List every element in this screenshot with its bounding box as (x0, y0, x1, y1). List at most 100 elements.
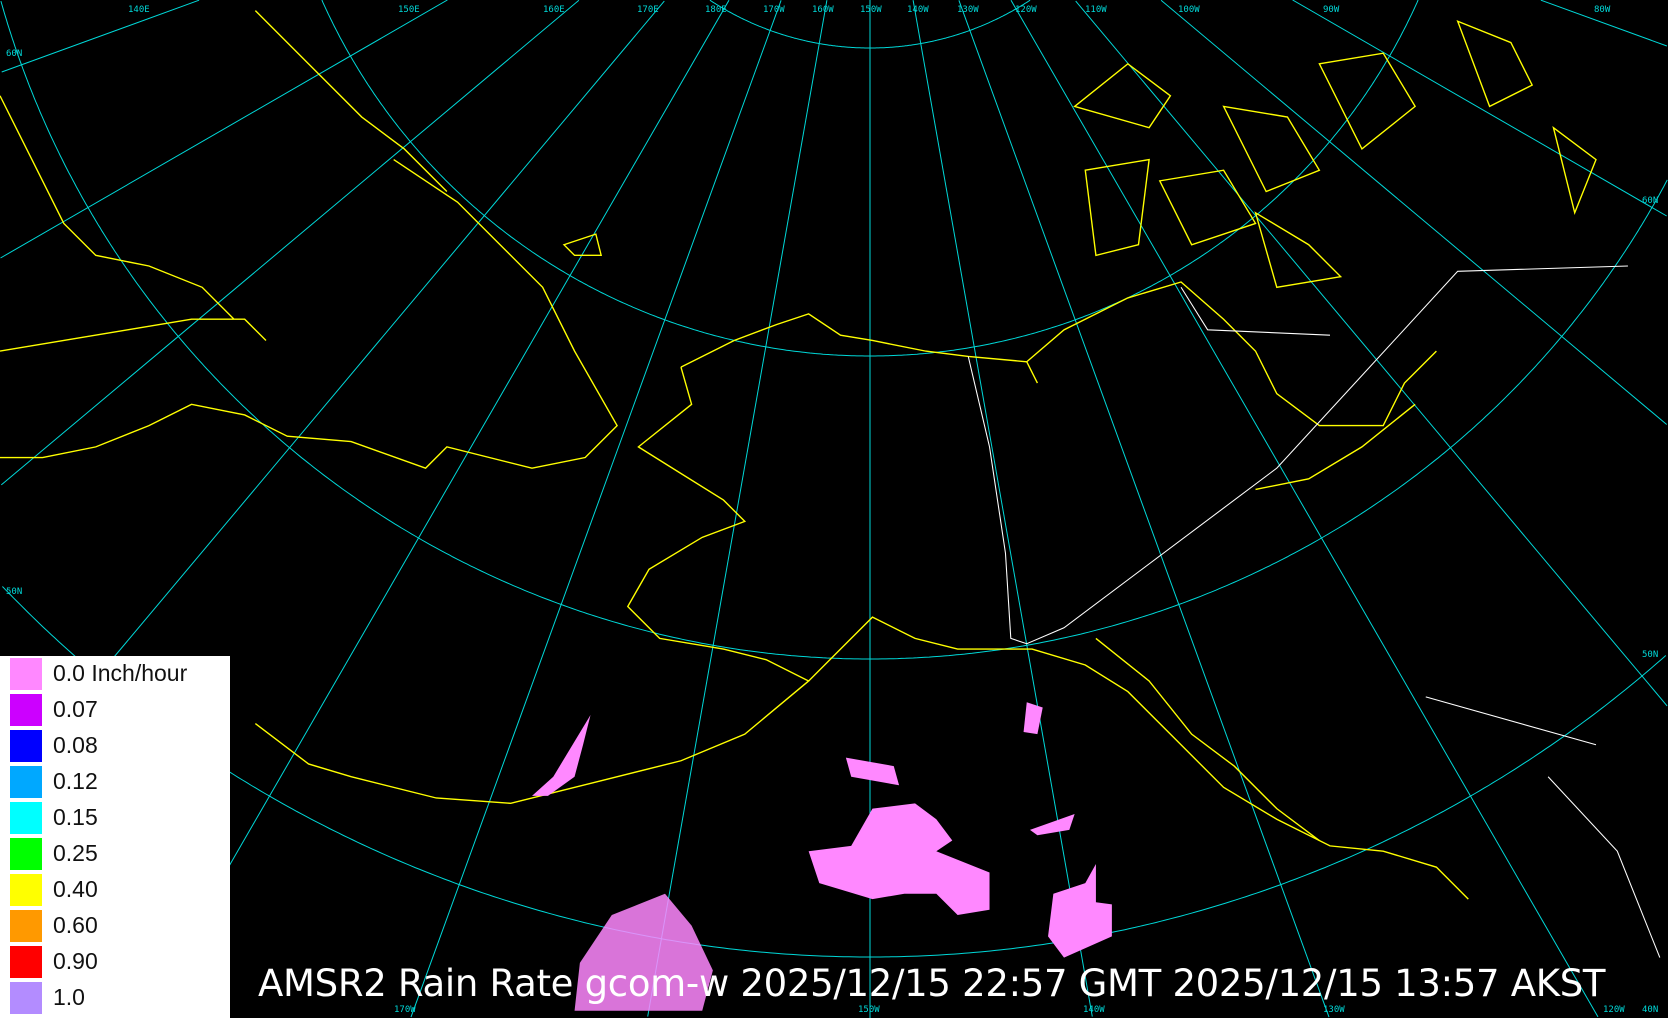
meridian-line (0, 0, 580, 486)
legend-label: 0.60 (53, 912, 98, 938)
grid-label: 180E (705, 5, 727, 15)
rain-area (574, 893, 713, 1011)
legend-item: 0.15 (10, 802, 225, 834)
legend-swatch (10, 802, 42, 834)
legend-item: 0.40 (10, 874, 225, 906)
legend-label: 0.15 (53, 804, 98, 830)
rain-area (845, 757, 900, 786)
latitude-circle (870, 179, 1668, 660)
legend-swatch (10, 946, 42, 978)
legend-swatch (10, 982, 42, 1014)
legend-swatch (10, 658, 42, 690)
meridian-line (1160, 0, 1668, 425)
legend: 0.0 Inch/hour 0.07 0.08 0.12 0.15 0.25 0.40 0.6… (0, 656, 230, 1018)
grid-label: 150E (398, 5, 420, 15)
grid-label: 80W (1594, 5, 1611, 15)
grid-label: 50N (6, 587, 22, 597)
rain-area (808, 803, 990, 916)
bc-coast (1095, 637, 1320, 842)
grid-label: 140E (128, 5, 150, 15)
meridian-line (1010, 0, 1599, 1018)
legend-swatch (10, 910, 42, 942)
grid-label: 170E (637, 5, 659, 15)
grid-label: 160E (543, 5, 565, 15)
grid-label: 150W (860, 5, 882, 15)
grid-label: 120W (1603, 1005, 1625, 1015)
legend-swatch (10, 838, 42, 870)
meridian-line (958, 0, 1330, 1018)
legend-swatch (10, 874, 42, 906)
rain-areas (532, 702, 1112, 1011)
latitude-circle (870, 0, 1031, 49)
legend-item: 0.25 (10, 838, 225, 870)
grid-label: 40N (1642, 1005, 1658, 1015)
island (562, 233, 603, 257)
grid-label: 110W (1085, 5, 1107, 15)
legend-item: 0.08 (10, 730, 225, 762)
legend-swatch (10, 694, 42, 726)
legend-label: 0.40 (53, 876, 98, 902)
legend-label: 0.07 (53, 696, 98, 722)
meridian-line (1, 0, 200, 73)
borders (967, 265, 1661, 958)
latitude-circle (321, 0, 870, 357)
grid-label: 100W (1178, 5, 1200, 15)
grid-label: 150W (858, 1005, 880, 1015)
latitude-circle (709, 0, 870, 49)
arctic-islands (1073, 20, 1597, 289)
map-title: AMSR2 Rain Rate gcom-w 2025/12/15 22:57 … (258, 962, 1606, 1005)
legend-label: 0.25 (53, 840, 98, 866)
grid-label: 60N (6, 49, 22, 59)
latitude-circle (0, 0, 870, 660)
alaska-south-coast (808, 616, 1469, 900)
province-border (1180, 286, 1661, 958)
chukotka-coast (0, 159, 618, 469)
legend-label: 0.12 (53, 768, 98, 794)
legend-item: 0.0 Inch/hour (10, 658, 225, 690)
rain-area (1048, 863, 1112, 958)
rain-area (1029, 813, 1075, 836)
legend-label: 0.0 Inch/hour (53, 660, 188, 686)
grid-label: 140W (907, 5, 929, 15)
latitude-circle (870, 0, 1419, 357)
legend-label: 0.90 (53, 948, 98, 974)
meridian-line (1292, 0, 1667, 217)
legend-swatch (10, 730, 42, 762)
grid-label: 160W (812, 5, 834, 15)
legend-item: 0.07 (10, 694, 225, 726)
grid-label: 170W (763, 5, 785, 15)
grid-label: 130W (957, 5, 979, 15)
alaska-canada-border (967, 265, 1628, 645)
meridian-line (141, 0, 730, 1018)
legend-label: 1.0 (53, 984, 85, 1010)
grid-label: 140W (1083, 1005, 1105, 1015)
meridian-line (912, 0, 1093, 1017)
grid-label: 90W (1323, 5, 1340, 15)
legend-item: 0.90 (10, 946, 225, 978)
grid-label: 120W (1015, 5, 1037, 15)
rain-area (1023, 702, 1043, 735)
coastlines (0, 10, 1597, 900)
grid-label: 170W (394, 1005, 416, 1015)
meridian-line (1075, 0, 1668, 707)
legend-swatch (10, 766, 42, 798)
legend-label: 0.08 (53, 732, 98, 758)
grid-labels: 140E 150E 160E 170E 180E 170W 160W 150W 140W 130W… (6, 5, 1658, 1015)
canada-arctic-coast (1026, 281, 1437, 491)
alaska-coast (254, 313, 1039, 805)
grid-label: 50N (1642, 650, 1658, 660)
kamchatka-coast (254, 10, 448, 193)
grid-label: 60N (1642, 196, 1658, 206)
legend-item: 1.0 (10, 982, 225, 1014)
latitude-circle (870, 655, 1667, 958)
meridian-line (1540, 0, 1668, 47)
legend-item: 0.12 (10, 766, 225, 798)
meridian-line (0, 0, 448, 259)
grid-label: 130W (1323, 1005, 1345, 1015)
meridian-line (410, 0, 782, 1018)
meridian-line (647, 0, 828, 1017)
legend-item: 0.60 (10, 910, 225, 942)
